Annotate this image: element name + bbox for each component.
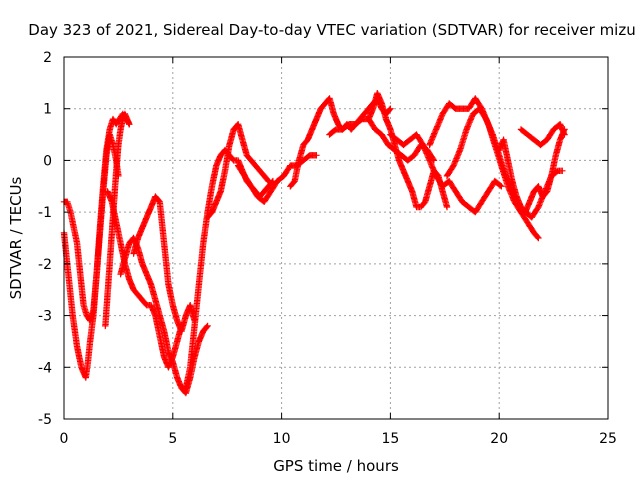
- data-point-markers: [387, 131, 505, 216]
- y-tick-label: 0: [43, 153, 52, 169]
- y-tick-label: -5: [38, 412, 52, 428]
- chart-title: Day 323 of 2021, Sidereal Day-to-day VTE…: [28, 21, 635, 39]
- y-tick-label: 2: [43, 50, 52, 66]
- data-series: [387, 131, 505, 216]
- y-axis-label: SDTVAR / TECUs: [7, 176, 25, 299]
- data-point-markers: [517, 121, 568, 149]
- data-series: [204, 121, 272, 221]
- data-series: [104, 188, 185, 371]
- data-point-markers: [234, 152, 320, 205]
- axis-ticks: [63, 56, 609, 420]
- data-series: [496, 126, 568, 216]
- x-tick-label: 20: [490, 431, 508, 447]
- y-tick-label: 1: [43, 102, 52, 118]
- y-tick-label: -4: [38, 360, 52, 376]
- x-tick-label: 5: [168, 431, 177, 447]
- x-tick-label: 10: [273, 431, 291, 447]
- x-tick-label: 15: [381, 431, 399, 447]
- x-tick-label: 25: [599, 431, 617, 447]
- data-marks: [60, 90, 568, 397]
- y-tick-label: -3: [38, 309, 52, 325]
- tick-labels: 0 5 10 15 20 25 -5 -4 -3 -2 -1 0 1 2: [38, 50, 617, 447]
- x-axis-label: GPS time / hours: [273, 457, 399, 475]
- data-series: [517, 121, 568, 149]
- grid: [64, 57, 608, 419]
- data-point-markers: [365, 90, 451, 211]
- y-tick-label: -2: [38, 257, 52, 273]
- plot-frame: [63, 56, 609, 420]
- data-series: [365, 90, 451, 211]
- data-series: [234, 152, 320, 205]
- data-point-markers: [287, 95, 394, 190]
- data-point-markers: [130, 193, 198, 335]
- x-tick-label: 0: [60, 431, 69, 447]
- data-point-markers: [204, 121, 272, 221]
- data-point-markers: [104, 188, 185, 371]
- y-tick-label: -1: [38, 205, 52, 221]
- data-point-markers: [496, 126, 568, 216]
- data-series: [287, 95, 394, 190]
- data-series: [130, 193, 198, 335]
